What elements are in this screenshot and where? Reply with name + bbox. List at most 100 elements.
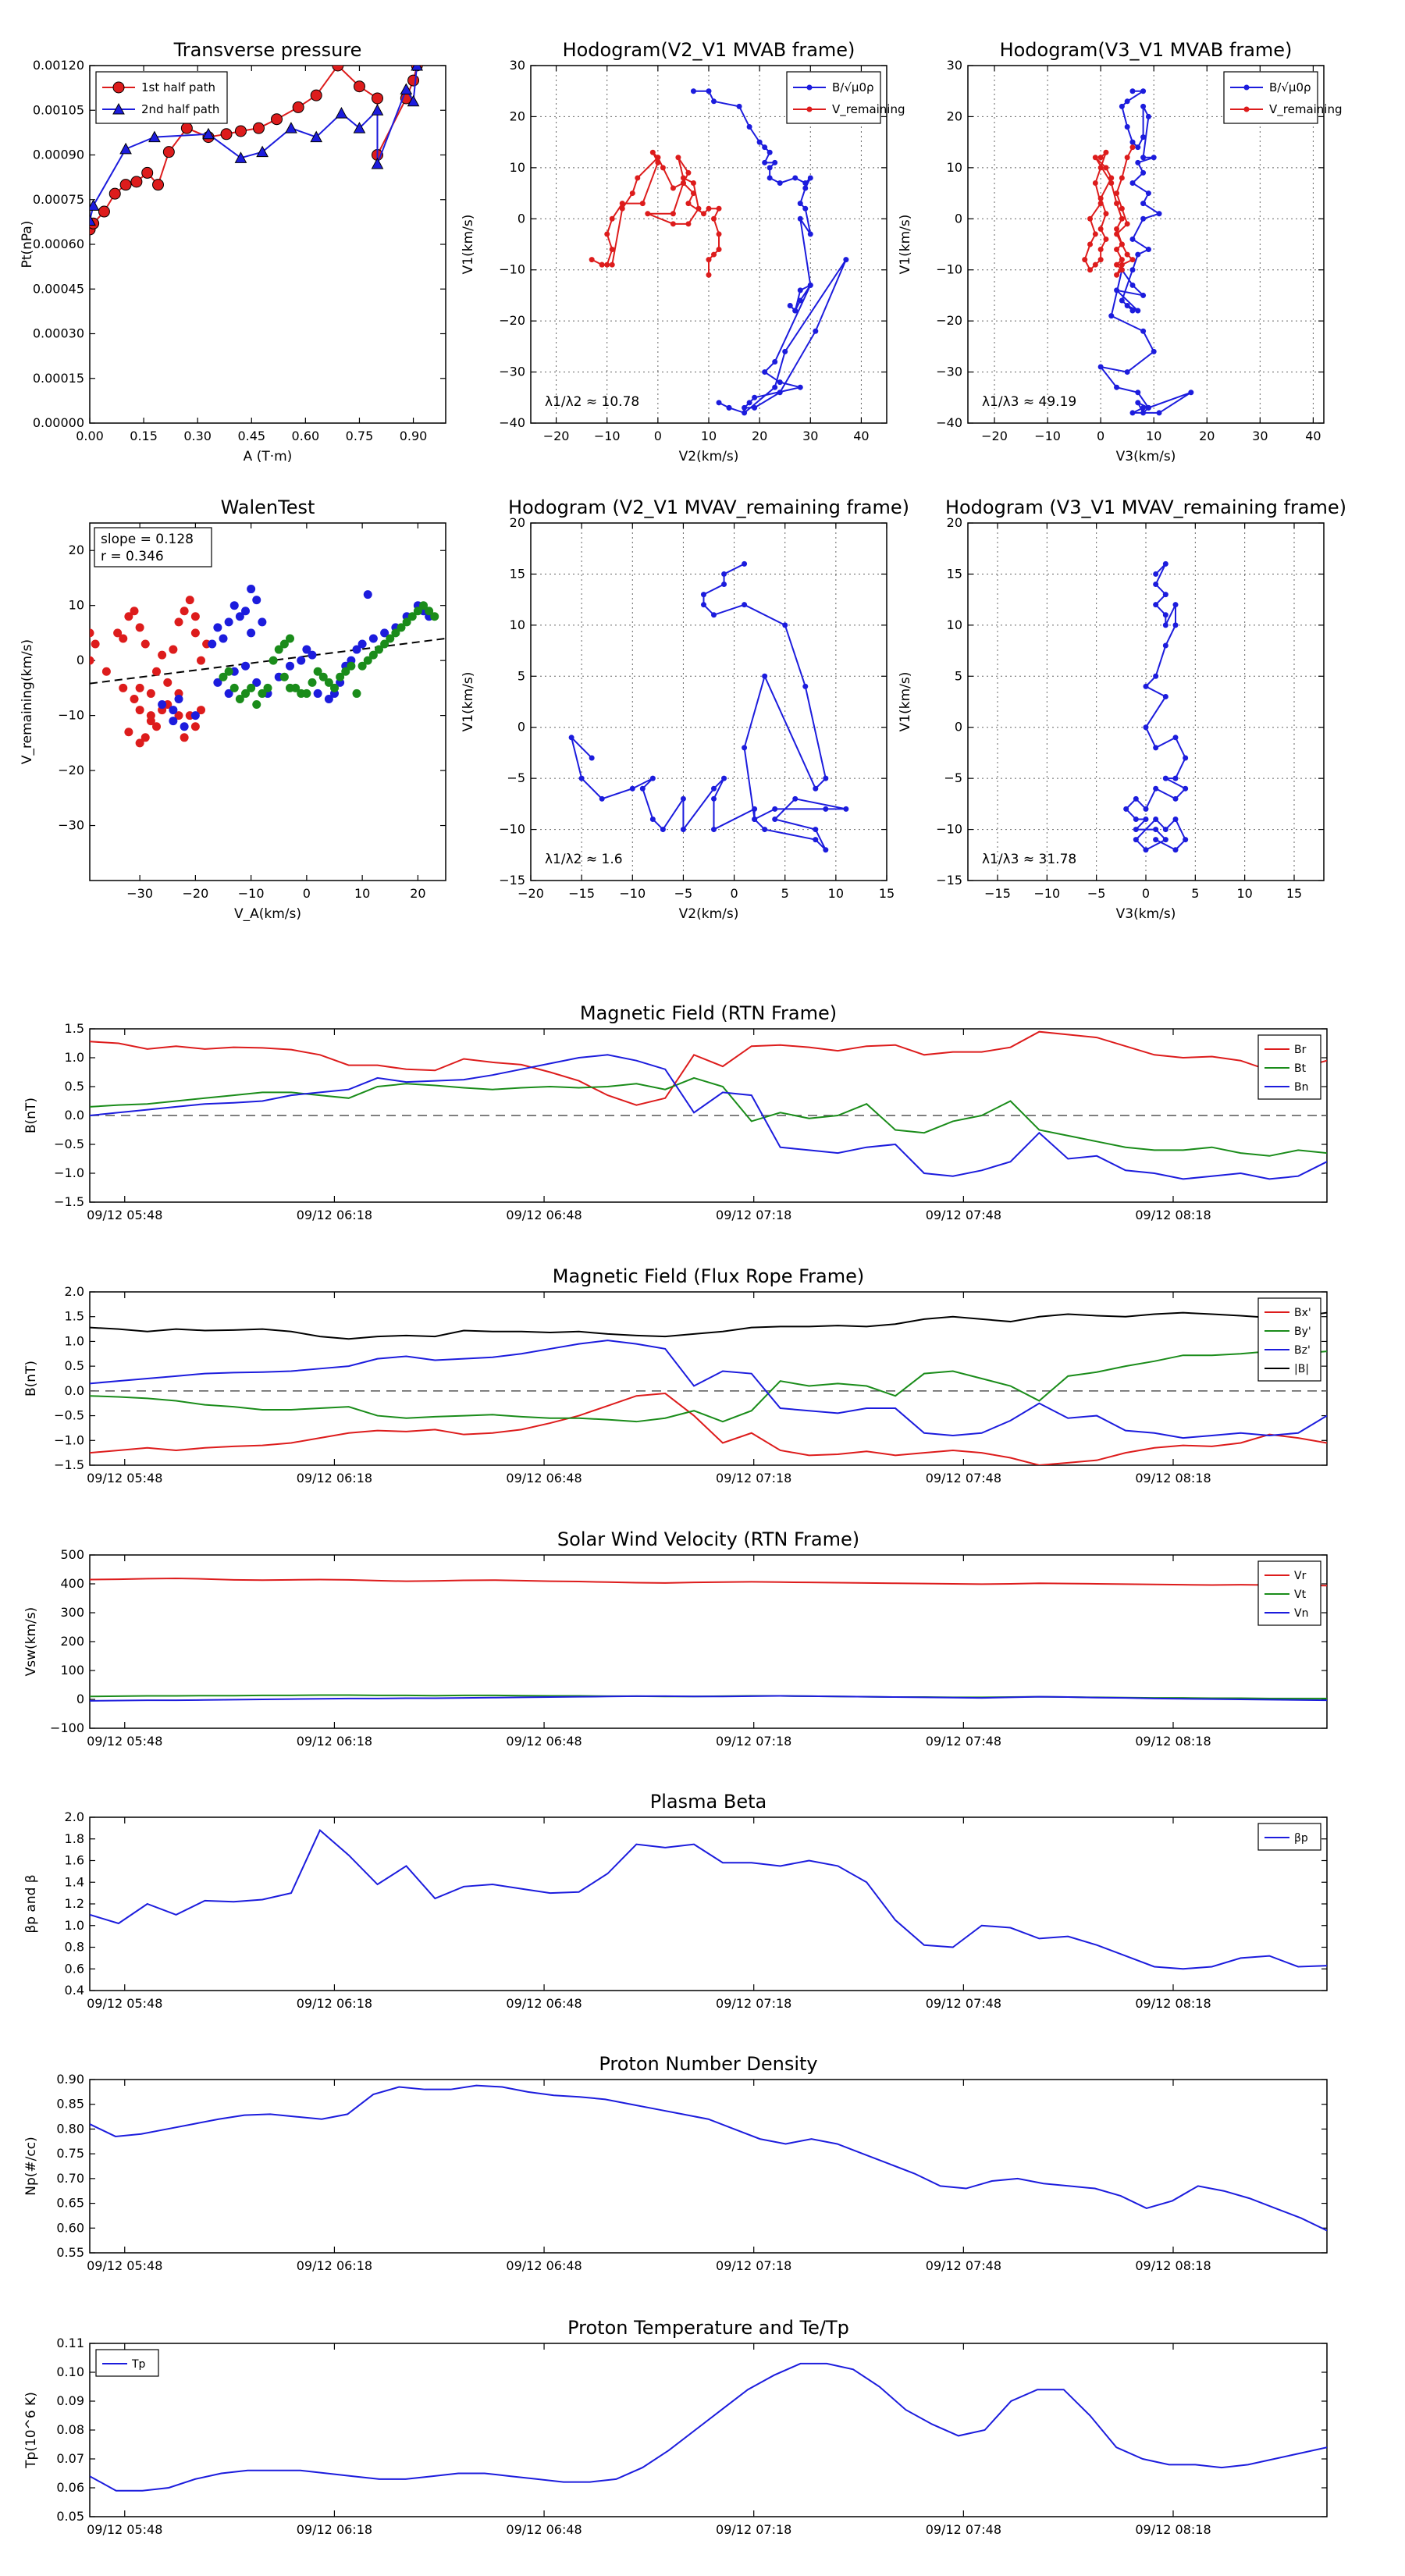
data-point (639, 785, 646, 792)
y-tick-label: 30 (510, 58, 525, 73)
y-tick-label: 1.4 (65, 1874, 84, 1889)
x-tick-label: 40 (1305, 429, 1321, 443)
data-point (1172, 795, 1179, 802)
data-point (1097, 201, 1104, 207)
data-marker-triangle (411, 66, 423, 71)
data-point (680, 827, 686, 833)
data-point (711, 827, 717, 833)
data-point (742, 410, 748, 416)
time-tick-label: 09/12 07:48 (926, 1996, 1001, 2011)
x-tick-label: −15 (984, 886, 1011, 901)
data-marker-triangle (202, 127, 215, 140)
x-axis-label: A (T·m) (244, 449, 293, 464)
legend-label: Vt (1294, 1589, 1307, 1601)
legend-label: Vr (1294, 1570, 1307, 1582)
scatter-point (158, 700, 167, 710)
panel-transverse_pressure: 0.00 0.15 0.30 0.45 0.60 0.75 0.90 0.00000 0.000… (20, 39, 446, 464)
data-point (1153, 673, 1159, 679)
series-line-by (90, 1350, 1327, 1423)
data-point (649, 149, 656, 155)
y-tick-label: −30 (58, 818, 84, 833)
data-point (1092, 155, 1098, 161)
scatter-point (368, 634, 378, 643)
scatter-point (213, 623, 222, 632)
time-tick-label: 09/12 08:18 (1135, 1208, 1211, 1222)
x-tick-label: 5 (781, 886, 789, 901)
data-point (1153, 785, 1159, 792)
scatter-point (352, 645, 361, 654)
x-axis-label: V2(km/s) (679, 449, 739, 464)
x-tick-label: −10 (1034, 429, 1061, 443)
axes-frame (89, 1554, 1328, 1729)
data-point (767, 165, 773, 171)
scatter-point (135, 738, 144, 748)
data-point (716, 400, 722, 406)
scatter-point (229, 683, 239, 692)
scatter-point (347, 661, 356, 671)
data-point (792, 795, 799, 802)
y-tick-label: 0.05 (56, 2509, 84, 2524)
y-tick-label: 0.60 (56, 2220, 84, 2235)
time-tick-label: 09/12 08:18 (1135, 2258, 1211, 2273)
data-point (1140, 103, 1147, 109)
scatter-point (224, 688, 233, 698)
time-tick-label: 09/12 06:18 (297, 1471, 372, 1485)
y-tick-label: 0.00030 (33, 326, 84, 341)
data-point (1108, 313, 1115, 319)
data-point (802, 683, 809, 689)
scatter-point (180, 722, 189, 731)
data-point (1119, 262, 1125, 268)
chart-title: Magnetic Field (RTN Frame) (580, 1002, 837, 1024)
data-point (1129, 282, 1136, 288)
time-tick-label: 09/12 06:48 (506, 1471, 582, 1485)
data-point (1143, 806, 1149, 812)
data-marker-circle (152, 179, 165, 191)
data-point (1162, 693, 1168, 699)
x-tick-label: −20 (518, 886, 544, 901)
x-tick-label: 10 (701, 429, 717, 443)
data-point (797, 201, 803, 207)
scatter-point (430, 612, 439, 621)
data-point (680, 795, 686, 802)
data-point (1103, 165, 1109, 171)
data-point (1135, 159, 1141, 165)
y-tick-label: 1.0 (65, 1918, 84, 1933)
chart-title: Magnetic Field (Flux Rope Frame) (553, 1265, 864, 1287)
data-point (711, 612, 717, 618)
data-marker-circle (98, 205, 110, 218)
x-tick-label: −20 (543, 429, 570, 443)
legend-label: Bz' (1294, 1344, 1311, 1357)
panel-hodogram_v2v1_mvav: −20 −15 −10 −5 0 5 10 15−15−10−505101520Hodogra… (461, 496, 909, 922)
y-tick-label: −10 (499, 822, 525, 837)
data-point (1114, 384, 1120, 390)
scatter-point (252, 596, 261, 605)
data-point (1162, 622, 1168, 628)
time-tick-label: 09/12 06:18 (297, 1208, 372, 1222)
axes-frame (89, 1816, 1328, 1991)
data-point (742, 404, 748, 411)
y-tick-label: 1.0 (65, 1333, 84, 1348)
y-tick-label: 0.00075 (33, 192, 84, 207)
scatter-point (241, 607, 250, 616)
data-point (1153, 837, 1159, 843)
y-axis-label: βp and β (23, 1874, 39, 1933)
y-axis-label: Np(#/cc) (23, 2137, 39, 2195)
data-point (1114, 226, 1120, 232)
data-point (797, 297, 803, 304)
axes-frame (530, 65, 887, 424)
data-marker-triangle (310, 130, 323, 143)
y-tick-label: 300 (60, 1605, 84, 1620)
data-point (711, 795, 717, 802)
data-point (1135, 390, 1141, 396)
data-point (787, 303, 793, 309)
y-tick-label: 0 (955, 720, 962, 735)
scatter-point (130, 694, 139, 703)
y-tick-label: 0.65 (56, 2196, 84, 2211)
data-marker-circle (234, 125, 247, 137)
time-tick-label: 09/12 07:48 (926, 2258, 1001, 2273)
data-marker-circle (180, 122, 193, 134)
scatter-point (140, 639, 150, 649)
legend-label: By' (1294, 1325, 1311, 1338)
data-point (1129, 308, 1136, 314)
time-tick-label: 09/12 07:18 (716, 2258, 791, 2273)
